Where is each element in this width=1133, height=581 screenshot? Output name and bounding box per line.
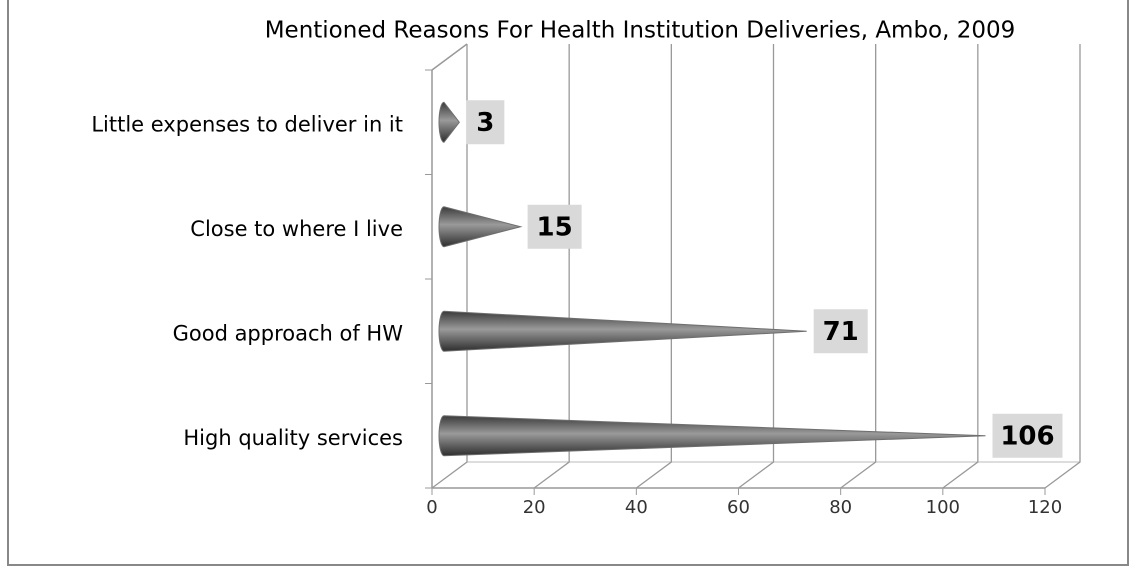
value-label: 71 — [823, 317, 859, 347]
x-tick-label: 0 — [426, 497, 437, 518]
grid-line — [840, 44, 877, 489]
x-tick-label: 120 — [1028, 497, 1062, 518]
cone-bar — [438, 206, 523, 248]
x-tick-label: 80 — [829, 497, 852, 518]
x-tick-label: 40 — [625, 497, 648, 518]
left-wall-top — [431, 43, 468, 71]
x-tick-label: 100 — [926, 497, 960, 518]
value-label-box — [527, 204, 582, 249]
y-tick-label: Good approach of HW — [173, 321, 404, 345]
cone-bar — [438, 101, 460, 143]
x-tick-label: 60 — [727, 497, 750, 518]
x-tick-label: 20 — [523, 497, 546, 518]
value-label: 106 — [1000, 421, 1054, 451]
grid-line — [431, 44, 468, 489]
y-tick-label: Close to where I live — [190, 217, 403, 241]
grid-line — [1044, 44, 1081, 489]
grid-line — [533, 44, 570, 489]
value-label-box — [466, 100, 505, 145]
grid-line — [738, 44, 775, 489]
value-label-box — [813, 309, 868, 354]
value-label-box — [992, 413, 1063, 458]
y-tick-label: High quality services — [183, 426, 403, 450]
cone-bar — [438, 415, 986, 457]
y-tick-label: Little expenses to deliver in it — [91, 112, 403, 136]
chart-border — [7, 0, 1129, 566]
grid-line — [942, 44, 979, 489]
cone-bar — [438, 310, 807, 352]
value-label: 15 — [537, 212, 573, 242]
value-label: 3 — [476, 108, 494, 138]
chart-title: Mentioned Reasons For Health Institution… — [265, 18, 1016, 44]
grid-line — [635, 44, 672, 489]
